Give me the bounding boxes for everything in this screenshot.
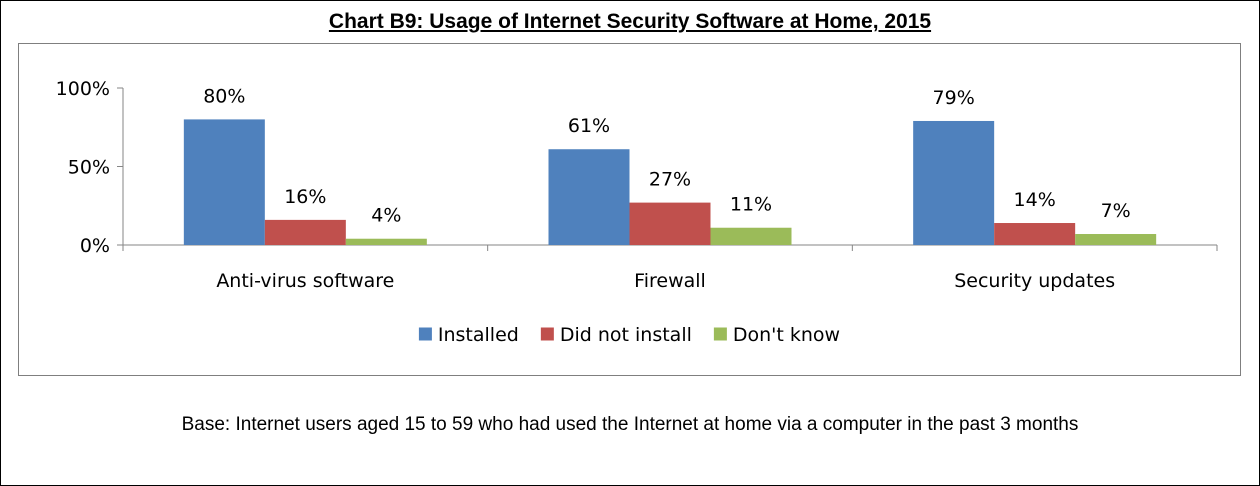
data-label: 79% xyxy=(933,87,975,109)
data-label: 4% xyxy=(371,205,401,227)
bar xyxy=(710,227,792,245)
legend-swatch xyxy=(540,327,554,341)
bar-chart: 0% 50% 100% 80% 16% 4% Anti-virus software 61% 2… xyxy=(56,78,1218,346)
data-label: 14% xyxy=(1014,189,1056,211)
data-label: 16% xyxy=(284,186,326,208)
legend-label: Don't know xyxy=(733,324,840,346)
bar xyxy=(629,202,711,245)
chart-title: Chart B9: Usage of Internet Security Sof… xyxy=(328,10,932,33)
y-tick-label: 100% xyxy=(56,78,110,100)
data-label: 61% xyxy=(568,115,610,137)
data-label: 7% xyxy=(1101,200,1131,222)
bar xyxy=(264,219,346,245)
data-label: 27% xyxy=(649,169,691,191)
y-tick-label: 0% xyxy=(80,235,110,257)
legend-label: Installed xyxy=(438,324,519,346)
bar xyxy=(913,120,995,245)
y-tick-label: 50% xyxy=(68,157,110,179)
legend-swatch xyxy=(418,327,432,341)
bar xyxy=(994,223,1076,245)
category-label: Firewall xyxy=(634,270,706,292)
category-label: Security updates xyxy=(954,270,1115,292)
data-label: 11% xyxy=(730,194,772,216)
bar xyxy=(345,238,427,245)
bar xyxy=(1075,234,1157,245)
legend-label: Did not install xyxy=(560,324,692,346)
base-caption: Base: Internet users aged 15 to 59 who h… xyxy=(181,414,1079,435)
title-divider xyxy=(18,43,1241,44)
legend-swatch xyxy=(713,327,727,341)
plot-box: 0% 50% 100% 80% 16% 4% Anti-virus software 61% 2… xyxy=(18,43,1241,376)
category-label: Anti-virus software xyxy=(216,270,394,292)
bar xyxy=(548,149,630,245)
bar xyxy=(183,119,265,245)
data-label: 80% xyxy=(203,85,245,107)
